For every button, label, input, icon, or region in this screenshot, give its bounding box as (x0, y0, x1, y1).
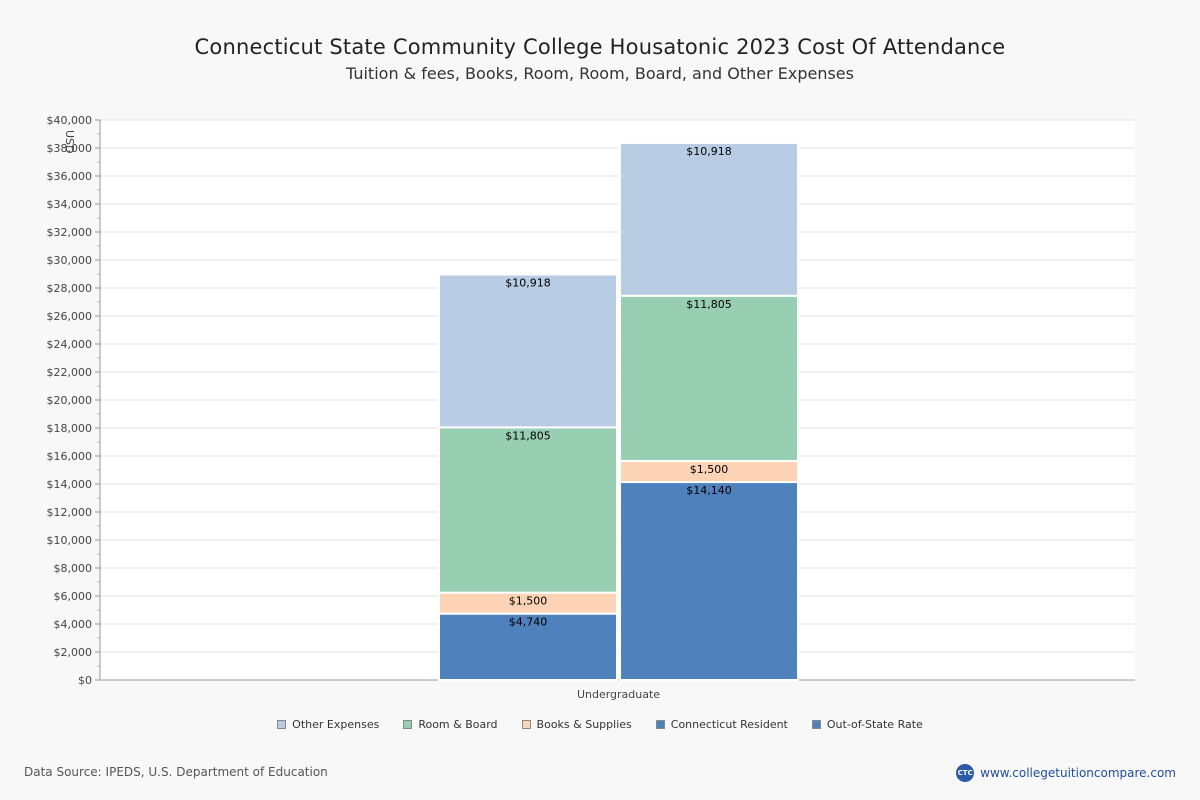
y-axis-label: USD (63, 130, 76, 154)
y-tick-label: $18,000 (47, 422, 93, 435)
brand-link[interactable]: CTC www.collegetuitioncompare.com (956, 764, 1176, 782)
legend-item[interactable]: Out-of-State Rate (809, 718, 926, 731)
legend-item[interactable]: Books & Supplies (519, 718, 635, 731)
y-tick-label: $30,000 (47, 254, 93, 267)
y-tick-label: $40,000 (47, 114, 93, 127)
y-tick-label: $20,000 (47, 394, 93, 407)
y-tick-label: $0 (78, 674, 92, 687)
chart-subtitle: Tuition & fees, Books, Room, Room, Board… (346, 64, 854, 83)
legend-item[interactable]: Connecticut Resident (653, 718, 791, 731)
y-tick-label: $32,000 (47, 226, 93, 239)
x-tick-label: Undergraduate (577, 688, 660, 701)
legend-label: Out-of-State Rate (826, 718, 923, 731)
y-tick-label: $28,000 (47, 282, 93, 295)
chart-legend: Other Expenses Room & Board Books & Suppli… (0, 718, 1200, 731)
y-tick-label: $26,000 (47, 310, 93, 323)
bar-segment (619, 481, 799, 682)
y-tick-label: $6,000 (54, 590, 93, 603)
legend-swatch (811, 720, 821, 729)
data-label: $14,140 (686, 484, 732, 497)
bar-segment (438, 273, 618, 429)
y-tick-label: $22,000 (47, 366, 93, 379)
legend-label: Other Expenses (292, 718, 380, 731)
y-tick-label: $16,000 (47, 450, 93, 463)
data-label: $11,805 (686, 298, 732, 311)
y-tick-label: $24,000 (47, 338, 93, 351)
y-tick-label: $36,000 (47, 170, 93, 183)
legend-swatch (521, 720, 531, 729)
chart-plot: $0 $2,000 $4,000 $6,000 $8,000 $10,000 $12,000… (47, 114, 1135, 701)
y-tick-label: $14,000 (47, 478, 93, 491)
legend-label: Room & Board (418, 718, 498, 731)
legend-swatch (403, 720, 413, 729)
data-label: $10,918 (686, 145, 732, 158)
legend-label: Connecticut Resident (670, 718, 788, 731)
y-tick-label: $38,000 (47, 142, 93, 155)
bar-segment (438, 426, 618, 594)
legend-swatch (655, 720, 665, 729)
data-label: $4,740 (509, 616, 548, 629)
legend-label: Books & Supplies (536, 718, 632, 731)
bar-segment (619, 141, 799, 297)
bar-segment (619, 294, 799, 463)
data-label: $11,805 (505, 429, 551, 442)
y-tick-label: $10,000 (47, 534, 93, 547)
data-label: $1,500 (509, 595, 548, 608)
data-label: $1,500 (690, 463, 729, 476)
legend-swatch (277, 720, 287, 729)
chart-title: Connecticut State Community College Hous… (194, 35, 1006, 59)
y-tick-label: $12,000 (47, 506, 93, 519)
data-source: Data Source: IPEDS, U.S. Department of E… (24, 765, 328, 779)
y-tick-label: $8,000 (54, 562, 93, 575)
y-tick-label: $34,000 (47, 198, 93, 211)
y-tick-label: $2,000 (54, 646, 93, 659)
legend-item[interactable]: Room & Board (400, 718, 500, 731)
brand-url[interactable]: www.collegetuitioncompare.com (980, 766, 1176, 780)
bar-segment (438, 612, 618, 682)
data-label: $10,918 (505, 277, 551, 290)
brand-logo-icon: CTC (956, 764, 975, 782)
legend-item[interactable]: Other Expenses (274, 718, 382, 731)
y-tick-label: $4,000 (54, 618, 93, 631)
